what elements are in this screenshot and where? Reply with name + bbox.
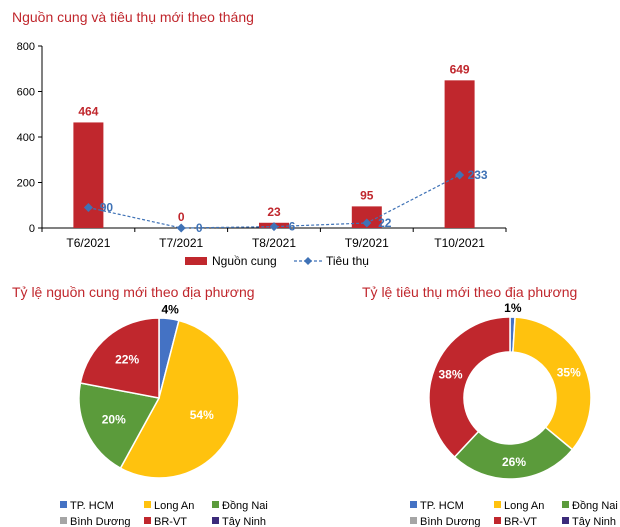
line-data-label: 0	[196, 221, 203, 235]
legend-label: Tây Ninh	[222, 516, 266, 527]
sales-donut-title: Tỷ lệ tiêu thụ mới theo địa phương	[362, 284, 578, 300]
pie-slice-label: 1%	[504, 301, 522, 315]
legend-label: BR-VT	[504, 516, 537, 527]
pie-slice	[428, 316, 511, 459]
legend-swatch	[562, 501, 569, 508]
pie-slice-label: 20%	[102, 412, 126, 426]
pie-slice-label: 38%	[438, 367, 462, 381]
legend-marker-tieu-thu	[304, 257, 312, 265]
pie-slice	[78, 382, 161, 470]
x-tick-label: T6/2021	[66, 236, 110, 250]
point-tieu-thu	[455, 170, 465, 180]
legend-swatch	[60, 501, 67, 508]
legend-label: TP. HCM	[70, 500, 114, 512]
line-data-label: 233	[468, 168, 488, 182]
y-tick-label: 600	[17, 87, 35, 99]
legend-label-nguon-cung: Nguồn cung	[212, 254, 277, 268]
x-tick-label: T8/2021	[252, 236, 296, 250]
legend-swatch	[144, 501, 151, 508]
bar-data-label: 0	[178, 210, 185, 224]
legend-label: Tây Ninh	[572, 516, 616, 527]
pie-slice-label: 35%	[557, 366, 581, 380]
bar-data-label: 23	[267, 205, 281, 219]
line-data-label: 90	[100, 201, 114, 215]
legend-swatch	[60, 517, 67, 524]
pie-slice	[79, 317, 160, 399]
y-tick-label: 0	[29, 223, 35, 235]
pie-slice-label: 26%	[502, 455, 526, 469]
x-tick-label: T7/2021	[159, 236, 203, 250]
legend-label: Long An	[504, 500, 544, 512]
pie-slice	[512, 316, 592, 451]
bar-nguon-cung	[444, 80, 475, 228]
bar-data-label: 95	[360, 188, 374, 202]
legend-swatch	[410, 517, 417, 524]
line-tieu-thu	[88, 174, 460, 229]
legend-label: Đồng Nai	[572, 500, 618, 512]
supply-pie-title: Tỷ lệ nguồn cung mới theo địa phương	[12, 284, 255, 300]
legend-swatch	[212, 517, 219, 524]
line-data-label: 22	[378, 216, 392, 230]
legend-label: Bình Dương	[70, 516, 130, 527]
legend-label: Đồng Nai	[222, 500, 268, 512]
legend-label: Bình Dương	[420, 516, 480, 527]
legend-label: Long An	[154, 500, 194, 512]
legend-swatch-nguon-cung	[185, 257, 207, 265]
legend-swatch	[410, 501, 417, 508]
bar-data-label: 464	[78, 104, 98, 118]
y-tick-label: 200	[17, 178, 35, 190]
pie-slice-label: 4%	[161, 303, 179, 317]
y-tick-label: 800	[17, 41, 35, 53]
point-tieu-thu	[176, 223, 186, 233]
pie-slice-label: 54%	[190, 408, 214, 422]
pie-slice	[119, 319, 240, 479]
bar-data-label: 649	[450, 62, 470, 76]
legend-swatch	[144, 517, 151, 524]
bar-nguon-cung	[351, 206, 382, 228]
pie-slice-label: 22%	[115, 352, 139, 366]
point-tieu-thu	[83, 203, 93, 213]
legend-swatch	[562, 517, 569, 524]
legend-swatch	[494, 501, 501, 508]
legend-label: BR-VT	[154, 516, 187, 527]
x-tick-label: T10/2021	[434, 236, 485, 250]
legend-label-tieu-thu: Tiêu thụ	[326, 254, 369, 268]
legend-label: TP. HCM	[420, 500, 464, 512]
bar-chart-title: Nguồn cung và tiêu thụ mới theo tháng	[12, 9, 254, 25]
point-tieu-thu	[269, 222, 279, 232]
legend-swatch	[212, 501, 219, 508]
y-tick-label: 400	[17, 132, 35, 144]
x-tick-label: T9/2021	[345, 236, 389, 250]
line-data-label: 6	[289, 220, 296, 234]
legend-swatch	[494, 517, 501, 524]
point-tieu-thu	[362, 218, 372, 228]
